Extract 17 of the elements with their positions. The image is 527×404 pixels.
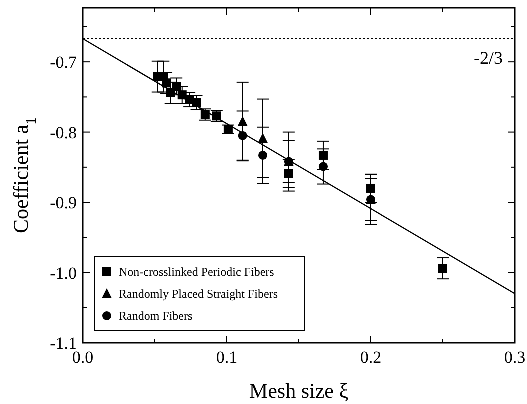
- x-tick-label: 0.1: [216, 348, 238, 367]
- legend-label: Non-crosslinked Periodic Fibers: [119, 265, 275, 279]
- y-tick-label: -0.7: [50, 53, 78, 72]
- point: [162, 78, 172, 88]
- y-tick-label: -1.0: [50, 264, 77, 283]
- point: [438, 264, 448, 274]
- y-tick-label: -0.9: [50, 194, 77, 213]
- point: [318, 162, 328, 172]
- x-tick-label: 0.3: [504, 348, 526, 367]
- point: [258, 150, 268, 160]
- point: [172, 82, 182, 92]
- annotation: -2/3: [474, 48, 503, 68]
- legend-label: Randomly Placed Straight Fibers: [119, 287, 278, 301]
- x-tick-label: 0.2: [360, 348, 382, 367]
- legend-label: Random Fibers: [119, 309, 193, 323]
- x-axis-title: Mesh size ξ: [249, 379, 349, 403]
- y-tick-label: -0.8: [50, 123, 77, 142]
